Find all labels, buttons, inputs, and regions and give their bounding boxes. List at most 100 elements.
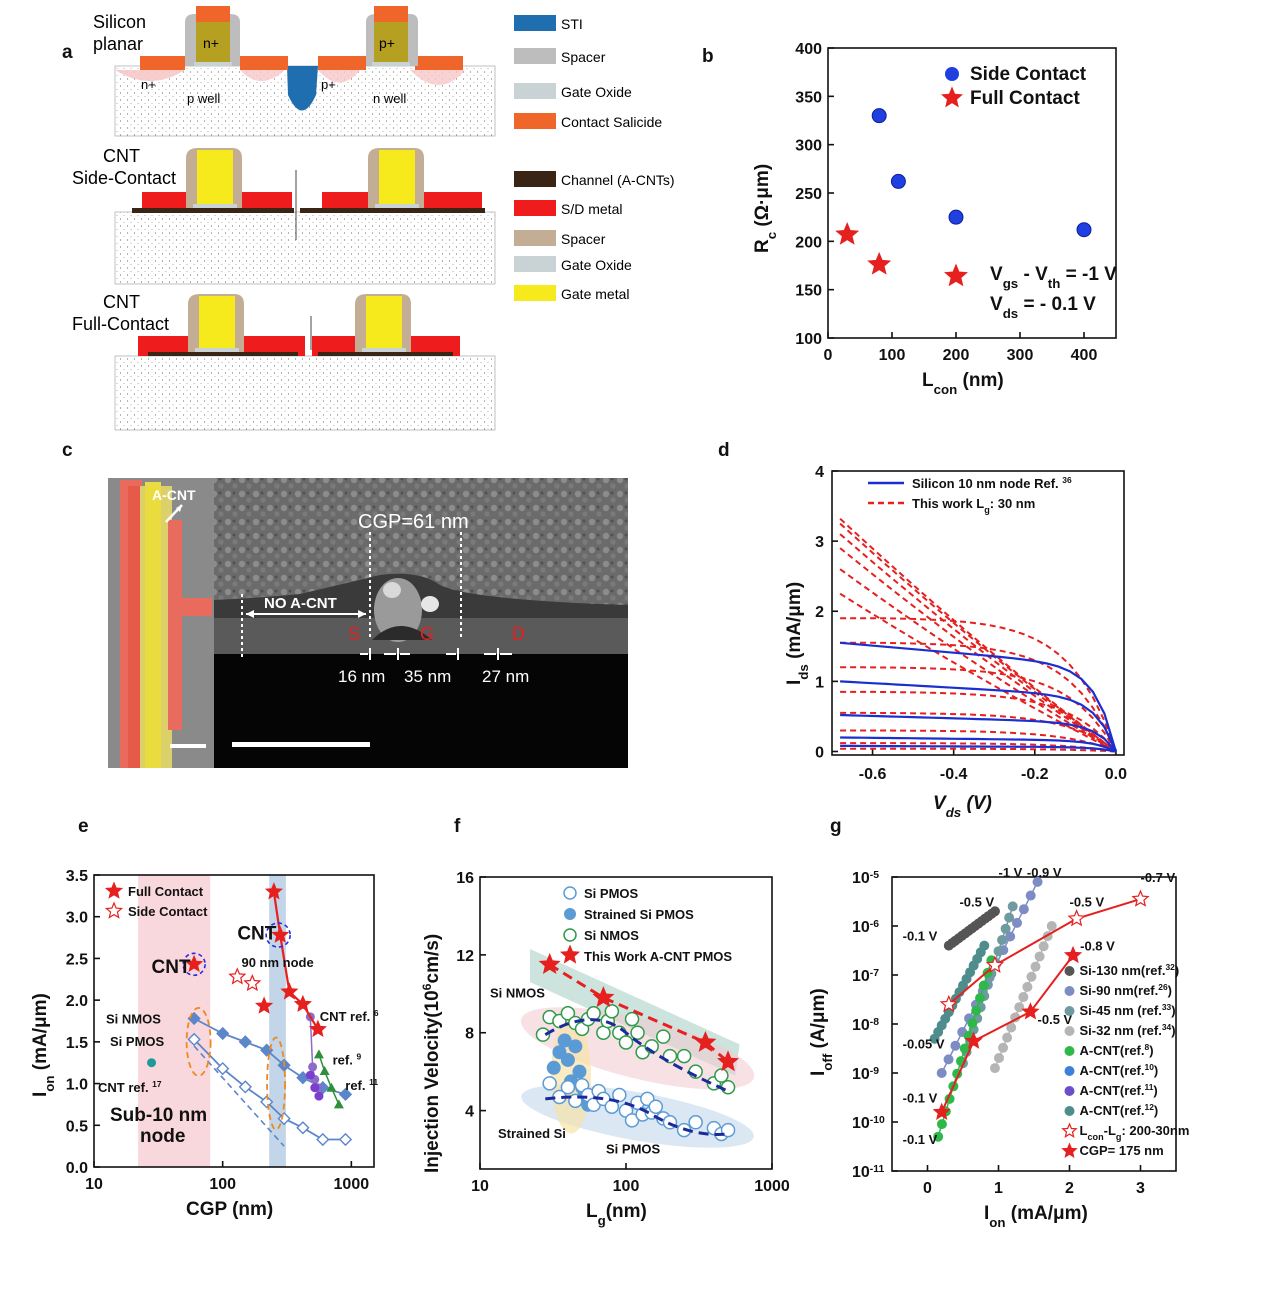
red-dashed-curve — [840, 666, 1117, 753]
svg-text:Spacer: Spacer — [561, 49, 606, 65]
panel-label-a: a — [62, 42, 73, 63]
x-tick-label: -0.4 — [940, 766, 968, 783]
row3-title-line2: Full-Contact — [72, 314, 169, 334]
svg-text:STI: STI — [561, 16, 583, 32]
x-tick-label: 10 — [471, 1178, 489, 1195]
legend-side: Side Contact — [128, 904, 208, 919]
x-axis-title: Lg(nm) — [586, 1201, 647, 1228]
p-well-label: p well — [187, 91, 220, 106]
gate1-salicide — [196, 6, 230, 22]
legend-marker-side — [945, 67, 959, 81]
y-axis-title: Ioff (A/μm) — [808, 988, 835, 1076]
si-nmos-point — [238, 1035, 252, 1049]
full-contact-point — [293, 994, 312, 1013]
salicide-4 — [415, 56, 463, 70]
x-axis-title: Ion (mA/μm) — [984, 1203, 1088, 1230]
panel-label-d: d — [718, 440, 730, 461]
x-tick-label: 1000 — [334, 1176, 370, 1193]
blue-solid-curve — [840, 641, 1117, 752]
y-tick-label: 0.5 — [66, 1118, 88, 1135]
si-nmos-point — [260, 1043, 274, 1057]
si-nmos-point — [618, 1035, 634, 1050]
si-pmos-point — [187, 1032, 201, 1047]
cgp-point — [932, 1102, 951, 1120]
y-tick-label: 2.5 — [66, 951, 88, 968]
red-dashed-curve — [840, 747, 1116, 753]
legend-entry: A-CNT(ref.12) — [1080, 1102, 1159, 1118]
scale-bar-left — [170, 744, 206, 748]
scale-bar-right — [232, 742, 370, 747]
red-dashed-curve — [839, 533, 1117, 753]
annotation-vds: Vds = - 0.1 V — [990, 294, 1096, 321]
y-tick-label: 8 — [465, 1026, 474, 1043]
row3-title-line1: CNT — [103, 292, 140, 312]
legend-strained: Strained Si PMOS — [584, 907, 694, 922]
side-contact-point — [243, 973, 262, 992]
cnt-label-a: CNT — [152, 957, 191, 978]
y-tick-label: 4 — [815, 464, 824, 481]
ref9-label: ref. 9 — [333, 1051, 362, 1067]
reference-line — [948, 910, 996, 947]
cgp-label: CGP=61 nm — [358, 511, 469, 533]
lcon-point — [1131, 889, 1150, 907]
y-tick-label: 0 — [815, 744, 824, 761]
side-contact-point — [228, 967, 247, 985]
panel-label-b: b — [702, 46, 714, 67]
annotation-vgs: Vgs - Vth = -1 V — [990, 264, 1117, 291]
legend-marker — [1061, 1122, 1078, 1138]
y-tick-label: 4 — [465, 1104, 474, 1121]
si-pmos-point — [542, 1076, 557, 1091]
voltage-label: -1 V — [999, 865, 1023, 880]
x-axis-title: Vds (V) — [933, 793, 992, 820]
voltage-label: -0.5 V — [1070, 894, 1105, 909]
lcon-point — [1067, 909, 1086, 927]
node90-ellipse — [266, 1036, 286, 1131]
blue-solid-curve — [840, 713, 1117, 753]
voltage-label: -0.9 V — [1027, 865, 1062, 880]
sub10-label-a: Sub-10 nm — [110, 1105, 207, 1126]
svg-text:Contact Salicide: Contact Salicide — [561, 114, 662, 130]
si-nmos-point — [714, 1068, 729, 1083]
side-contact-point — [185, 954, 204, 972]
legend-entry: Si-45 nm (ref.33) — [1080, 1002, 1176, 1018]
y-tick-label: 10-7 — [852, 968, 879, 986]
si-nmos-point — [604, 1004, 620, 1019]
data-point-side — [871, 108, 887, 124]
legend-marker — [1064, 1026, 1075, 1036]
p-plus-region-left — [240, 70, 285, 81]
full-contact-point — [308, 1019, 327, 1038]
voltage-label: -0.7 V — [1141, 870, 1176, 885]
voltage-label: -0.8 V — [1080, 939, 1115, 954]
cgp-line — [940, 954, 1074, 1113]
strained-point — [560, 1052, 575, 1067]
strained-point — [568, 1039, 583, 1054]
s-label: S — [348, 624, 360, 644]
legend-nmos: Si NMOS — [584, 928, 639, 943]
si-pmos-point — [338, 1132, 353, 1147]
ref11-point — [313, 1049, 324, 1059]
y-tick-label: 350 — [795, 89, 822, 106]
si-nmos-point — [624, 1011, 640, 1027]
voltage-label: -0.1 V — [903, 929, 938, 944]
y-tick-label: 200 — [795, 234, 822, 251]
si-pmos-point — [277, 1111, 291, 1126]
voltage-label: -0.5 V — [959, 894, 994, 909]
d-label: D — [512, 624, 525, 644]
si-nmos-point — [656, 1029, 671, 1044]
y-axis-title: Ion (mA/μm) — [30, 993, 57, 1097]
gate-row3-1 — [199, 296, 235, 348]
y-tick-label: 10-6 — [852, 919, 879, 937]
x-tick-label: 1 — [994, 1180, 1003, 1197]
x-tick-label: 3 — [1136, 1180, 1145, 1197]
reference-line — [937, 960, 993, 1137]
x-tick-label: 300 — [1007, 347, 1034, 364]
reference-line — [933, 945, 985, 1040]
legend-side: Side Contact — [970, 64, 1087, 85]
y-tick-label: 10-9 — [852, 1066, 879, 1084]
legend-marker — [1064, 1106, 1075, 1116]
svg-text:Gate metal: Gate metal — [561, 286, 629, 302]
y-tick-label: 300 — [795, 138, 822, 155]
si-pmos-point — [720, 1122, 736, 1138]
legend-side-marker — [104, 901, 124, 919]
n-plus-region — [115, 70, 185, 81]
